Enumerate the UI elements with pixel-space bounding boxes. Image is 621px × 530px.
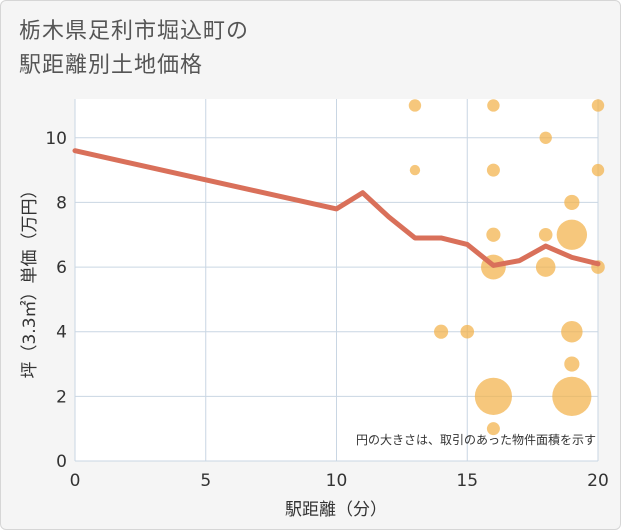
chart-title-line1: 栃木県足利市堀込町の bbox=[19, 19, 250, 44]
y-tick-label: 2 bbox=[56, 387, 67, 407]
x-axis-label: 駅距離（分） bbox=[285, 500, 387, 520]
average-price-line bbox=[72, 148, 601, 268]
bubble-point bbox=[591, 163, 605, 177]
x-tick-label: 10 bbox=[326, 471, 348, 491]
bubble-point bbox=[564, 194, 580, 211]
bubble-series bbox=[408, 99, 605, 436]
bubble-point bbox=[408, 99, 422, 112]
line-series bbox=[72, 148, 601, 268]
bubble-point bbox=[486, 163, 500, 177]
bubble-point bbox=[538, 227, 553, 242]
grid bbox=[74, 99, 599, 462]
y-tick-label: 10 bbox=[45, 129, 67, 149]
x-tick-label: 15 bbox=[456, 471, 478, 491]
x-tick-label: 5 bbox=[200, 471, 211, 491]
chart-title: 栃木県足利市堀込町の 駅距離別土地価格 bbox=[19, 15, 249, 83]
x-tick-label: 20 bbox=[587, 471, 609, 491]
bubble-point bbox=[561, 320, 583, 343]
bubble-point bbox=[486, 227, 501, 242]
bubble-point bbox=[552, 376, 592, 416]
bubble-point bbox=[535, 257, 556, 277]
bubble-point bbox=[556, 219, 588, 250]
y-tick-label: 4 bbox=[56, 323, 67, 343]
bubble-point bbox=[591, 99, 605, 112]
x-tick-label: 0 bbox=[70, 471, 81, 491]
bubble-point bbox=[539, 131, 552, 144]
y-tick-label: 8 bbox=[56, 193, 67, 213]
bubble-point bbox=[564, 356, 580, 372]
y-tick-label: 6 bbox=[56, 258, 67, 278]
bubble-point bbox=[487, 99, 500, 112]
size-note: 円の大きさは、取引のあった物件面積を示す bbox=[356, 432, 596, 447]
y-tick-label: 0 bbox=[56, 452, 67, 472]
bubble-point bbox=[474, 377, 512, 415]
chart-title-line2: 駅距離別土地価格 bbox=[19, 53, 204, 78]
axis-ticks: 0 5 10 15 20 0 2 4 6 8 10 bbox=[45, 129, 608, 491]
bubble-point bbox=[460, 324, 475, 339]
bubble-point bbox=[486, 422, 500, 436]
y-axis-label: 坪（3.3㎡）単価（万円） bbox=[20, 181, 40, 378]
bubble-point bbox=[409, 164, 421, 176]
bubble-point bbox=[434, 324, 449, 339]
